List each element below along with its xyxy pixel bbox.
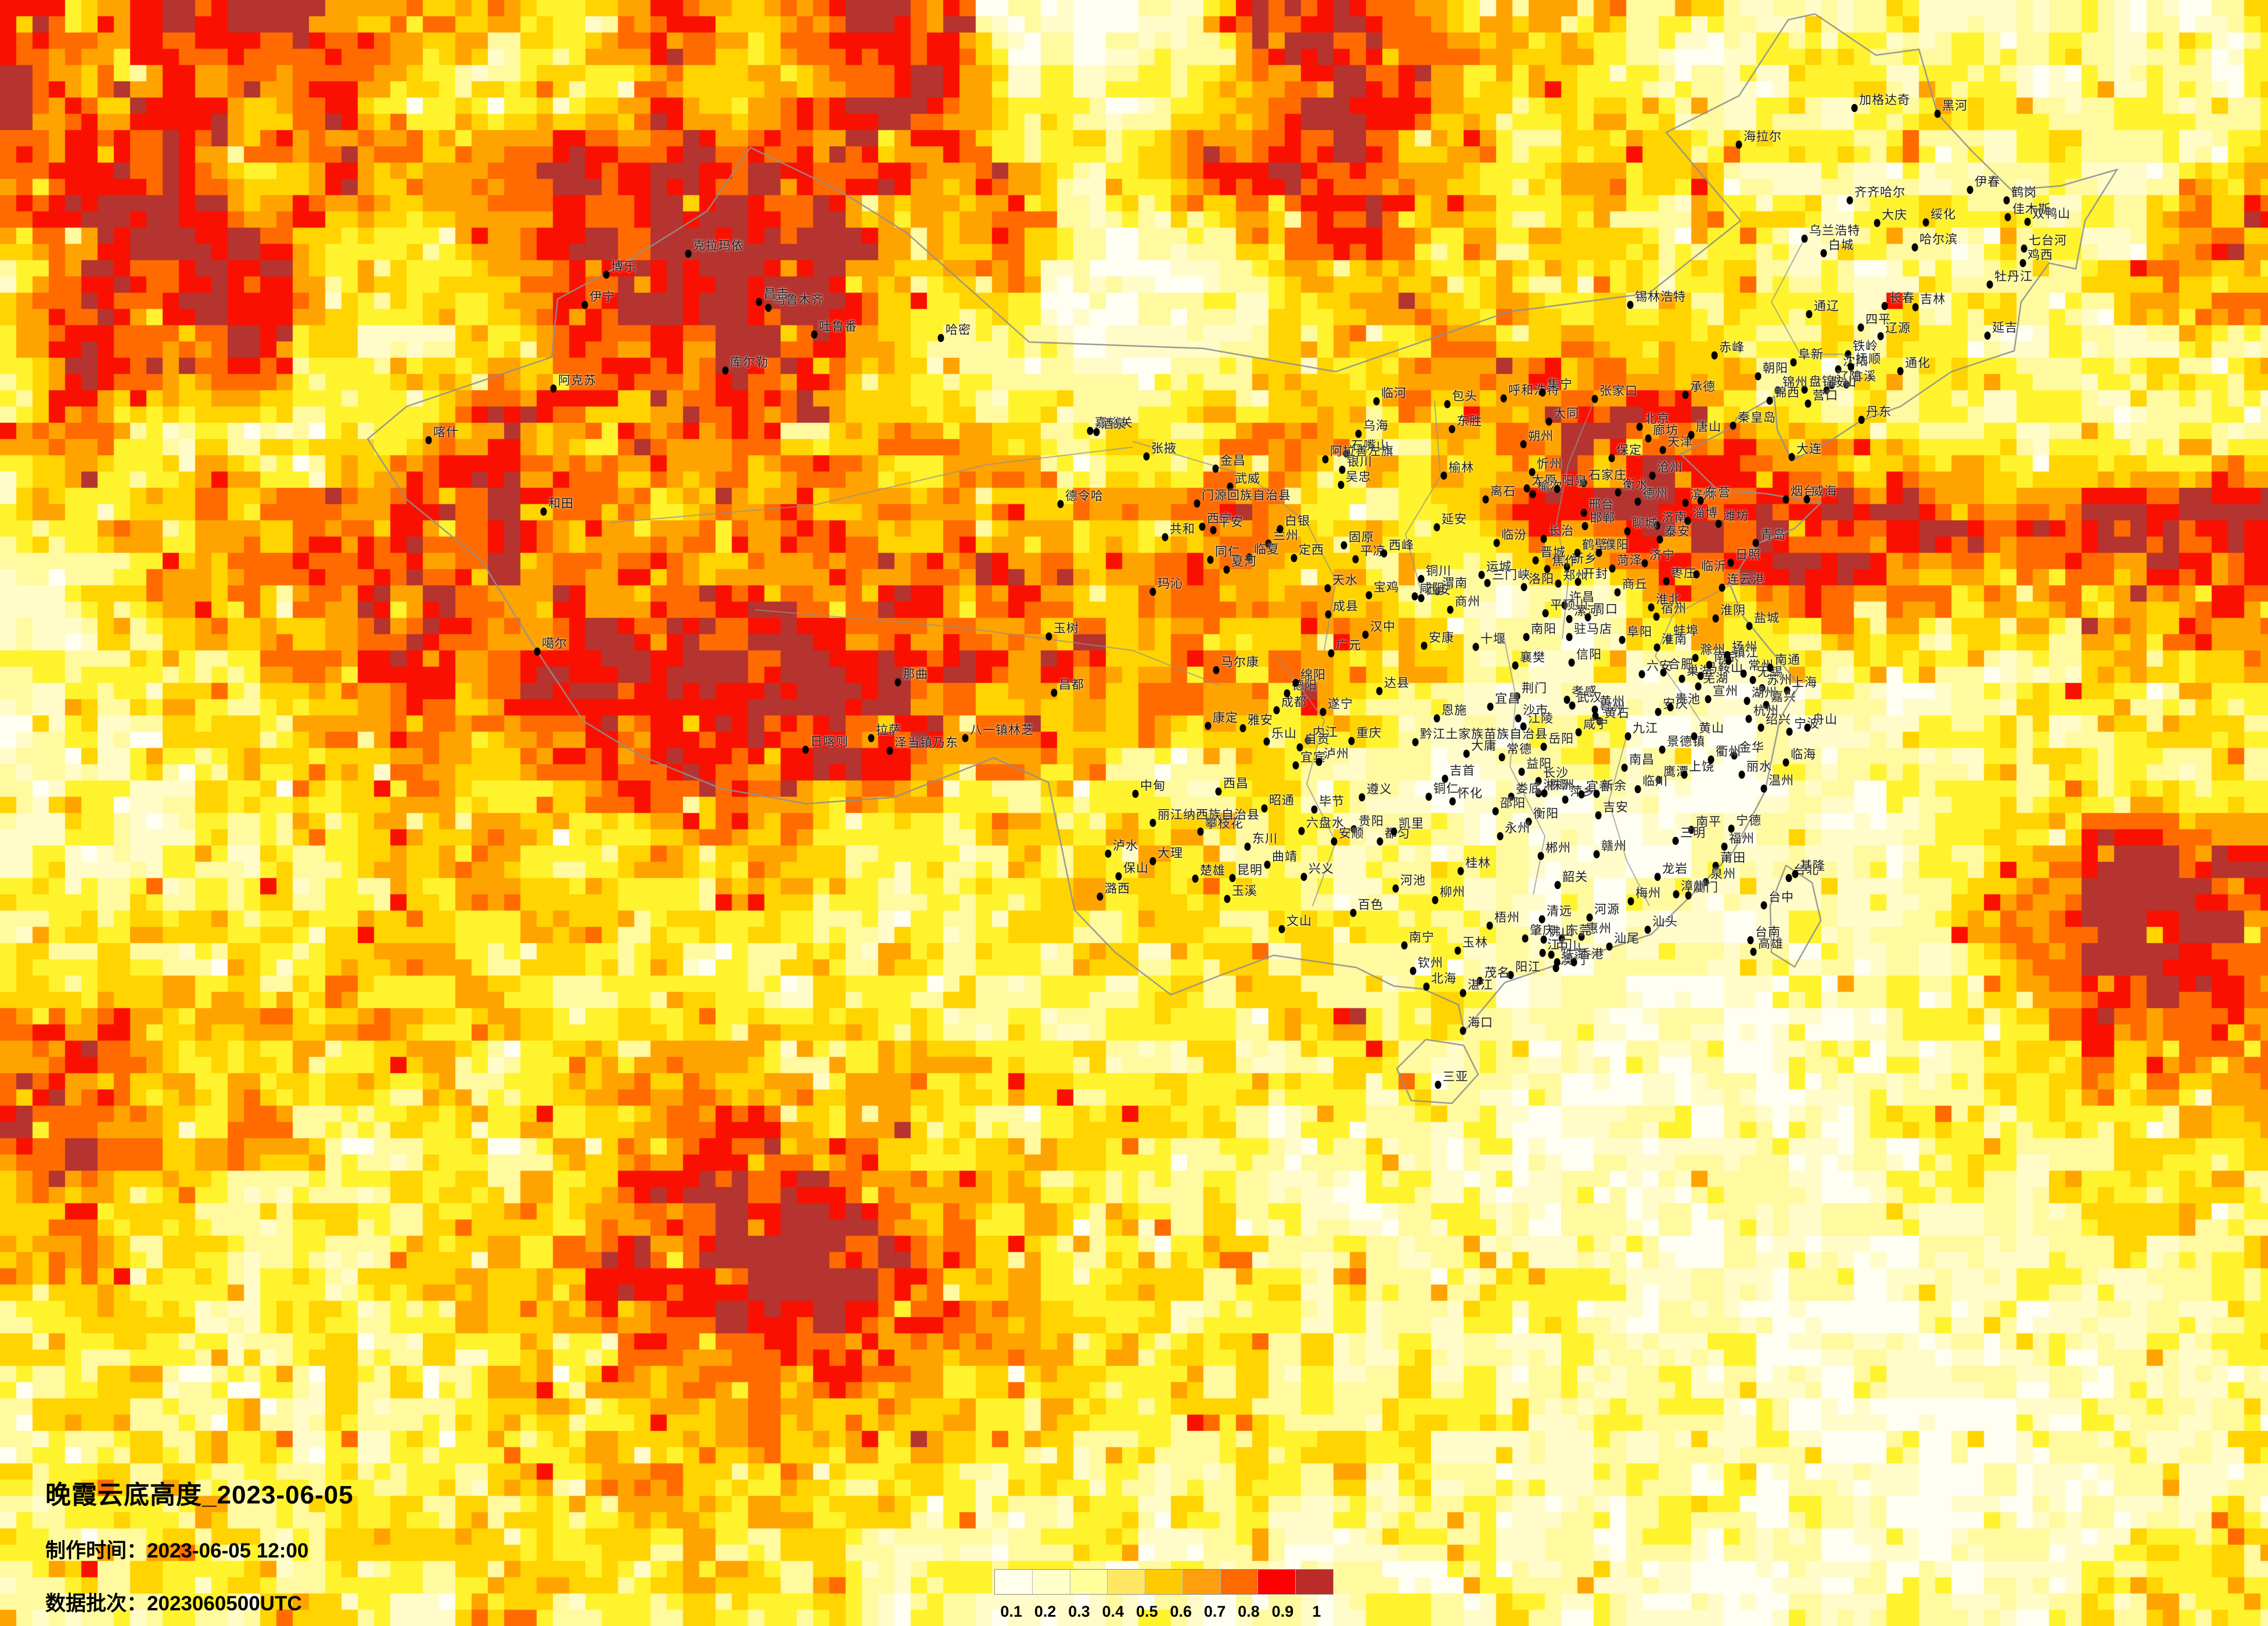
legend-label: 0.4 bbox=[1102, 1603, 1124, 1620]
legend-cell bbox=[995, 1570, 1033, 1594]
legend-cell bbox=[1108, 1570, 1146, 1594]
legend-label: 0.5 bbox=[1136, 1603, 1158, 1620]
legend-color-bar bbox=[994, 1569, 1334, 1595]
legend-label: 0.3 bbox=[1068, 1603, 1090, 1620]
legend-label: 0.6 bbox=[1170, 1603, 1192, 1620]
made-time-value: 2023-06-05 12:00 bbox=[147, 1539, 309, 1562]
made-time-label: 制作时间： bbox=[45, 1539, 148, 1562]
legend-label: 0.7 bbox=[1203, 1603, 1226, 1620]
made-time-line: 制作时间：2023-06-05 12:00 bbox=[45, 1534, 354, 1564]
data-batch-line: 数据批次：2023060500UTC bbox=[45, 1587, 354, 1617]
legend-cell bbox=[1296, 1570, 1334, 1594]
legend-cell bbox=[1182, 1570, 1221, 1594]
legend-cell bbox=[1070, 1570, 1108, 1594]
legend-tick-labels: 0.1 0.2 0.3 0.4 0.5 0.6 0.7 0.8 0.9 1 bbox=[994, 1603, 1334, 1621]
legend-label: 1 bbox=[1312, 1603, 1321, 1620]
legend-cell bbox=[1032, 1570, 1070, 1594]
title-block: 晚霞云底高度_2023-06-05 制作时间：2023-06-05 12:00 … bbox=[45, 1474, 354, 1617]
legend-label: 0.8 bbox=[1238, 1603, 1260, 1620]
data-batch-label: 数据批次： bbox=[45, 1592, 148, 1615]
legend-cell bbox=[1258, 1570, 1296, 1594]
legend-label: 0.9 bbox=[1271, 1603, 1294, 1620]
product-title: 晚霞云底高度_2023-06-05 bbox=[45, 1481, 354, 1509]
data-batch-value: 2023060500UTC bbox=[147, 1592, 302, 1615]
legend-cell bbox=[1220, 1570, 1259, 1594]
legend-cell bbox=[1145, 1570, 1183, 1594]
legend: 0.1 0.2 0.3 0.4 0.5 0.6 0.7 0.8 0.9 1 bbox=[994, 1569, 1334, 1621]
legend-label: 0.2 bbox=[1034, 1603, 1056, 1620]
legend-label: 0.1 bbox=[1000, 1603, 1022, 1620]
